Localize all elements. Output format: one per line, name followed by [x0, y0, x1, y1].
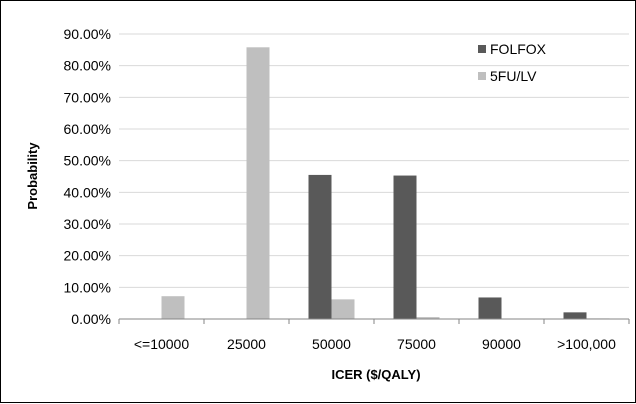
y-tick-label: 30.00%	[64, 216, 111, 232]
x-tick-label: 50000	[312, 336, 351, 352]
x-tick-label: 90000	[482, 336, 521, 352]
legend-label-5fu-lv: 5FU/LV	[490, 68, 537, 84]
bars	[161, 47, 610, 320]
y-tick-label: 10.00%	[64, 279, 111, 295]
bar-5fu-lv	[416, 317, 440, 319]
y-tick-label: 0.00%	[71, 311, 111, 327]
axes	[118, 318, 630, 324]
legend: FOLFOX 5FU/LV	[478, 41, 547, 84]
x-tick-label: 75000	[397, 336, 436, 352]
legend-swatch-folfox	[478, 45, 486, 53]
x-tick-label: >100,000	[557, 336, 616, 352]
x-axis-title: ICER ($/QALY)	[331, 367, 420, 382]
y-tick-label: 80.00%	[64, 58, 111, 74]
legend-label-folfox: FOLFOX	[490, 41, 547, 57]
bar-folfox	[478, 297, 502, 319]
y-tick-label: 60.00%	[64, 121, 111, 137]
y-tick-label: 40.00%	[64, 184, 111, 200]
y-tick-label: 20.00%	[64, 248, 111, 264]
bar-5fu-lv	[331, 299, 355, 319]
x-tick-label: 25000	[227, 336, 266, 352]
gridlines	[119, 33, 629, 288]
legend-swatch-5fu-lv	[478, 72, 486, 80]
y-tick-label: 70.00%	[64, 89, 111, 105]
y-tick-label: 90.00%	[64, 26, 111, 42]
y-tick-labels: 0.00% 10.00% 20.00% 30.00% 40.00% 50.00% 60.00…	[64, 26, 111, 327]
bar-folfox	[563, 312, 587, 319]
x-tick-label: <=10000	[134, 336, 189, 352]
bar-5fu-lv	[161, 296, 185, 319]
bar-5fu-lv	[246, 47, 270, 320]
bar-folfox	[308, 174, 332, 319]
y-tick-label: 50.00%	[64, 153, 111, 169]
bar-folfox	[393, 175, 417, 319]
x-tick-labels: <=10000 25000 50000 75000 90000 >100,000	[134, 336, 616, 352]
y-axis-title: Probability	[25, 142, 40, 210]
